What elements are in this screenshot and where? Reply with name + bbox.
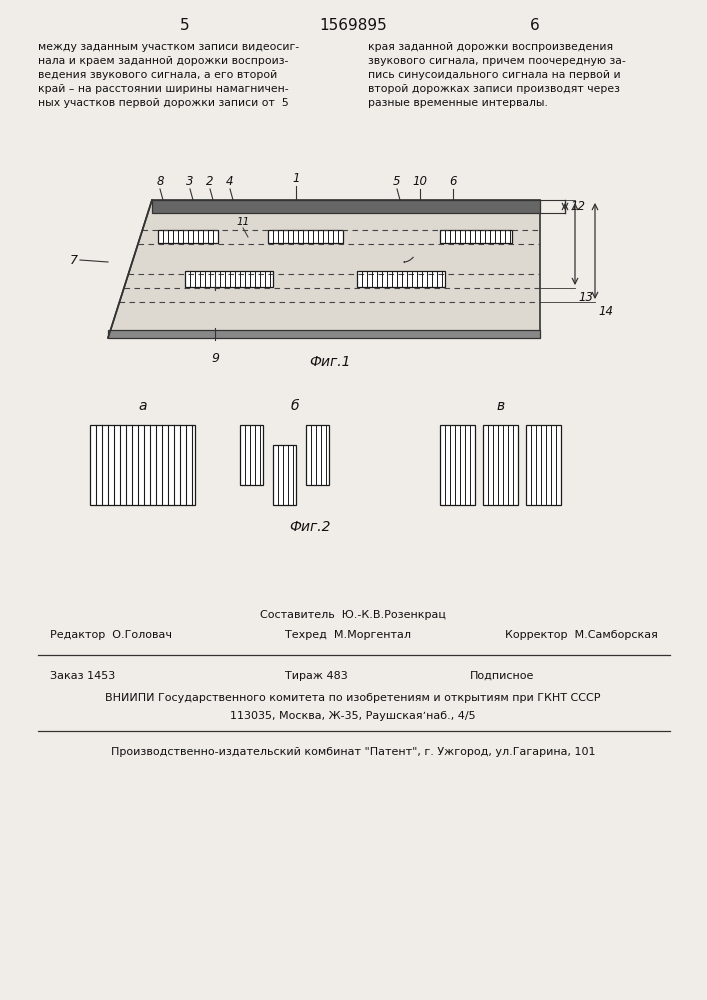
Text: 1: 1 [292,172,300,185]
Text: 11: 11 [236,217,250,227]
Text: 14: 14 [598,305,613,318]
Bar [440,425,475,505]
Text: 113035, Москва, Ж-35, Раушскаяʼнаб., 4/5: 113035, Москва, Ж-35, Раушскаяʼнаб., 4/5 [230,711,476,721]
Text: 4: 4 [226,175,234,188]
Text: 7: 7 [70,253,78,266]
Bar [483,425,518,505]
Text: Техред  М.Моргентал: Техред М.Моргентал [285,630,411,640]
Text: 13: 13 [578,291,593,304]
Text: Корректор  М.Самборская: Корректор М.Самборская [505,630,658,640]
Bar [526,425,561,505]
Text: 6: 6 [449,175,457,188]
Text: 2: 2 [206,175,214,188]
Polygon shape [152,200,540,213]
Text: 3: 3 [186,175,194,188]
Text: Заказ 1453: Заказ 1453 [50,671,115,681]
Text: края заданной дорожки воспроизведения
звукового сигнала, причем поочередную за-
: края заданной дорожки воспроизведения зв… [368,42,626,108]
Text: 10: 10 [412,175,428,188]
Bar [240,425,263,485]
Bar [273,445,296,505]
Text: Фиг.1: Фиг.1 [309,355,351,369]
Text: 5: 5 [393,175,401,188]
Text: 1569895: 1569895 [319,17,387,32]
Text: Фиг.2: Фиг.2 [289,520,331,534]
Polygon shape [108,200,540,338]
Text: б: б [291,399,299,413]
Text: 6: 6 [530,17,540,32]
Text: 12: 12 [570,200,585,213]
Text: 5: 5 [180,17,189,32]
Bar [440,230,512,243]
Text: Редактор  О.Головач: Редактор О.Головач [50,630,172,640]
Polygon shape [108,330,540,338]
Bar [185,271,273,287]
Text: Подписное: Подписное [470,671,534,681]
Bar [306,425,329,485]
Text: Составитель  Ю.-К.В.Розенкрац: Составитель Ю.-К.В.Розенкрац [260,610,446,620]
Text: между заданным участком записи видеосиг-
нала и краем заданной дорожки воспроиз-: между заданным участком записи видеосиг-… [38,42,299,108]
FancyArrowPatch shape [404,257,414,262]
Text: Тираж 483: Тираж 483 [285,671,348,681]
Text: в: в [496,399,505,413]
Bar [90,425,195,505]
Text: а: а [139,399,147,413]
Text: Производственно-издательский комбинат "Патент", г. Ужгород, ул.Гагарина, 101: Производственно-издательский комбинат "П… [111,747,595,757]
Bar [268,230,343,243]
Text: 9: 9 [211,352,219,365]
Bar [357,271,445,287]
Text: 8: 8 [156,175,164,188]
Bar [158,230,218,243]
Text: ВНИИПИ Государственного комитета по изобретениям и открытиям при ГКНТ СССР: ВНИИПИ Государственного комитета по изоб… [105,693,601,703]
